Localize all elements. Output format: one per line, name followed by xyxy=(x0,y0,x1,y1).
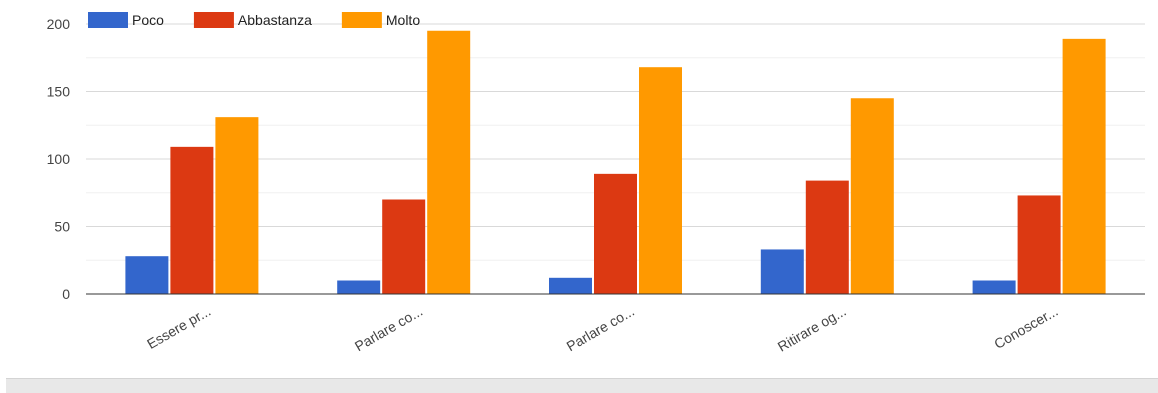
bar-poco[interactable] xyxy=(760,249,804,294)
bar-poco[interactable] xyxy=(337,280,381,295)
x-tick-label: Parlare co... xyxy=(564,303,637,355)
bar-abbastanza[interactable] xyxy=(594,173,637,294)
legend-item-molto[interactable]: Molto xyxy=(341,12,420,28)
x-tick-label: Conoscer... xyxy=(991,303,1060,352)
y-tick-label: 200 xyxy=(47,16,71,32)
bar-poco[interactable] xyxy=(972,280,1016,295)
bars-layer xyxy=(125,30,1106,295)
bar-abbastanza[interactable] xyxy=(1017,195,1061,294)
bar-molto[interactable] xyxy=(427,30,471,294)
bar-abbastanza[interactable] xyxy=(382,199,426,295)
bar-molto[interactable] xyxy=(639,67,682,294)
legend-item-abbastanza[interactable]: Abbastanza xyxy=(193,12,312,28)
legend-item-poco[interactable]: Poco xyxy=(88,12,164,28)
bar-abbastanza[interactable] xyxy=(805,180,849,294)
legend-swatch xyxy=(88,12,128,28)
bar-poco[interactable] xyxy=(549,277,592,294)
bar-molto[interactable] xyxy=(850,98,894,294)
legend-swatch xyxy=(341,12,382,28)
legend-swatch xyxy=(193,12,234,28)
y-tick-label: 0 xyxy=(62,286,70,302)
bar-poco[interactable] xyxy=(125,256,169,294)
legend[interactable]: Poco Abbastanza Molto xyxy=(88,12,420,28)
x-tick-label: Essere pr... xyxy=(144,303,213,352)
y-tick-label: 100 xyxy=(47,151,71,167)
x-tick-label: Ritirare og... xyxy=(775,303,849,355)
bar-molto[interactable] xyxy=(215,117,259,295)
y-tick-label: 150 xyxy=(47,84,71,100)
bottom-strip xyxy=(6,378,1158,393)
x-tick-label: Parlare co... xyxy=(352,303,425,355)
legend-label: Molto xyxy=(386,12,420,28)
y-tick-label: 50 xyxy=(54,219,70,235)
bar-abbastanza[interactable] xyxy=(170,146,214,294)
bar-molto[interactable] xyxy=(1062,38,1106,294)
legend-label: Poco xyxy=(132,12,164,28)
legend-label: Abbastanza xyxy=(238,12,312,28)
